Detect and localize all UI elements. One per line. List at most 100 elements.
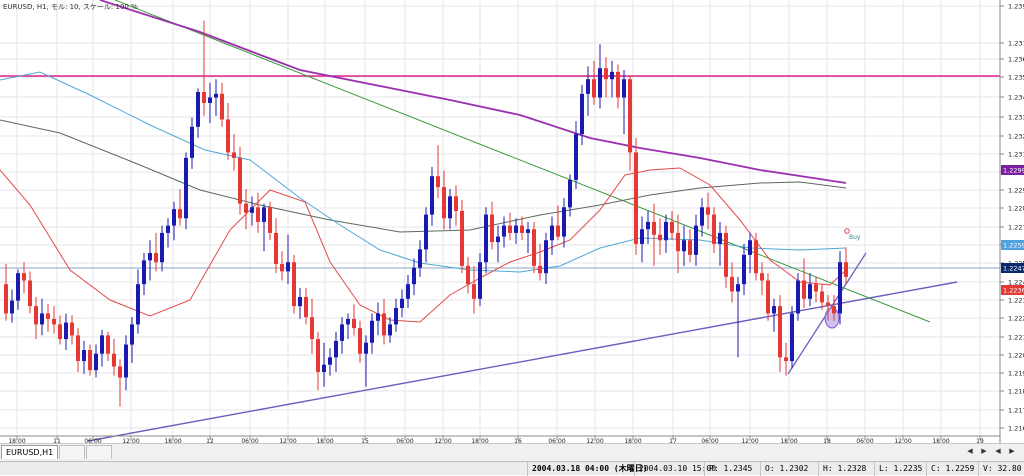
time-tick-label: 06:00 (84, 438, 101, 443)
candle-body (760, 273, 764, 281)
candle-body (16, 273, 20, 301)
price-tag-text: 1.2236 (1003, 287, 1024, 295)
time-tick-label: 18:00 (8, 438, 25, 443)
candle-body (88, 350, 92, 371)
candle-body (4, 284, 8, 314)
chart-scrollbar[interactable] (0, 443, 1024, 461)
candle-body (436, 176, 440, 188)
candle-body (652, 221, 656, 235)
scroll-controls: ◀ ▶ ◀ ▶ (964, 445, 1018, 457)
candle-body (184, 157, 188, 219)
buy-annotation: Buy (849, 234, 861, 241)
candle-body (400, 298, 404, 308)
price-tick-label: 1.2350 (1008, 74, 1024, 82)
candle-body (286, 262, 290, 272)
candle-body (94, 353, 98, 371)
status-price: P: 1.2345 (704, 461, 760, 476)
scroll-left-icon[interactable]: ◀ (967, 447, 973, 455)
candle-body (220, 93, 224, 120)
chart-tab-bar: EURUSD,H1 (0, 444, 113, 460)
tab-eurusd-h1[interactable]: EURUSD,H1 (1, 445, 59, 459)
candle-body (196, 92, 200, 127)
candle-body (820, 291, 824, 303)
candle-body (226, 119, 230, 153)
candle-body (682, 240, 686, 252)
candle-body (154, 253, 158, 263)
candle-body (352, 318, 356, 329)
candle-body (100, 335, 104, 354)
candle-body (736, 284, 740, 292)
candle-body (52, 318, 56, 325)
candle-body (124, 344, 128, 378)
candle-body (838, 262, 842, 314)
tab-empty-1[interactable] (59, 445, 86, 459)
candle-body (304, 296, 308, 318)
chart-title: EURUSD, H1, モル: 10, スケール: 100 % (3, 3, 138, 11)
candle-body (574, 134, 578, 180)
candle-body (826, 302, 830, 307)
candle-body (724, 232, 728, 277)
candle-body (466, 265, 470, 285)
price-tick-label: 1.2270 (1008, 224, 1024, 232)
time-tick-label: 17 (669, 438, 677, 443)
candle-body (394, 307, 398, 325)
candle-body (700, 207, 704, 226)
chart-area[interactable]: 1.2390 1.2370 1.2360 1.2350 1.2340 1.2330 1.23… (0, 0, 1024, 443)
price-tick-label: 1.2280 (1008, 205, 1024, 213)
time-tick-label: 18:00 (471, 438, 488, 443)
ma-long-line (0, 119, 847, 233)
candle-body (472, 284, 476, 299)
candle-body (382, 313, 386, 336)
price-tick-label: 1.2230 (1008, 297, 1024, 305)
candle-body (388, 324, 392, 336)
candle-body (634, 152, 638, 244)
candle-body (538, 265, 542, 274)
time-tick-label: 18:00 (780, 438, 797, 443)
downtrend-line (114, 0, 931, 323)
candle-body (712, 214, 716, 244)
candle-body (568, 179, 572, 208)
candle-body (730, 276, 734, 292)
price-tag (1001, 263, 1024, 273)
candle-body (454, 196, 458, 211)
time-tick-label: 12:00 (279, 438, 296, 443)
candle-body (460, 210, 464, 266)
time-tick-label: 16 (514, 438, 522, 443)
tab-empty-2[interactable] (86, 445, 113, 459)
ma-200-line (99, 0, 847, 184)
candle-body (748, 240, 752, 255)
candle-body (742, 254, 746, 285)
scroll-right-icon[interactable]: ▶ (981, 447, 987, 455)
price-tick-label: 1.2370 (1008, 40, 1024, 48)
candle-body (292, 262, 296, 307)
candle-body (82, 350, 86, 362)
candle-body (406, 284, 410, 299)
time-tick-label: 12 (206, 438, 214, 443)
candle-body (346, 318, 350, 325)
candle-body (646, 221, 650, 230)
price-tick-label: 1.2200 (1008, 352, 1024, 360)
price-tick-label: 1.2330 (1008, 114, 1024, 122)
price-tick-label: 1.2220 (1008, 315, 1024, 323)
candle-body (658, 234, 662, 241)
price-tick-label: 1.2190 (1008, 370, 1024, 378)
price-chart[interactable]: 1.2390 1.2370 1.2360 1.2350 1.2340 1.2330 1.23… (0, 0, 1024, 443)
status-open: O: 1.2302 (760, 461, 818, 476)
time-tick-label: 15 (361, 438, 369, 443)
candle-body (256, 207, 260, 222)
page-left-icon[interactable]: ◀ (995, 447, 1001, 455)
candle-body (604, 68, 608, 80)
candle-body (334, 340, 338, 358)
candle-body (502, 225, 506, 237)
candle-body (244, 203, 248, 213)
candle-body (232, 152, 236, 158)
page-right-icon[interactable]: ▶ (1009, 447, 1015, 455)
candle-body (76, 335, 80, 362)
time-tick-label: 12:00 (122, 438, 139, 443)
candle-body (238, 157, 242, 204)
time-tick-label: 06:00 (701, 438, 718, 443)
candle-body (598, 68, 602, 98)
time-tick-label: 18:00 (624, 438, 641, 443)
status-volume: V: 32.80 B (978, 461, 1024, 476)
time-axis: 18:00 11 06:00 12:00 18:00 12 06:00 12:00 18:00 1… (0, 435, 1000, 443)
